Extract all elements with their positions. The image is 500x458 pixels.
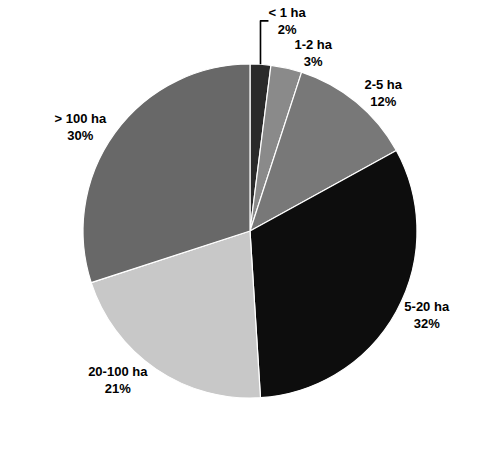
svg-text:1-2 ha3%: 1-2 ha3% bbox=[294, 37, 332, 69]
svg-text:5-20 ha32%: 5-20 ha32% bbox=[404, 299, 450, 331]
svg-text:> 100 ha30%: > 100 ha30% bbox=[54, 111, 106, 143]
svg-text:< 1 ha2%: < 1 ha2% bbox=[268, 5, 306, 37]
svg-text:20-100 ha21%: 20-100 ha21% bbox=[88, 364, 148, 396]
svg-text:2-5 ha12%: 2-5 ha12% bbox=[364, 77, 402, 109]
